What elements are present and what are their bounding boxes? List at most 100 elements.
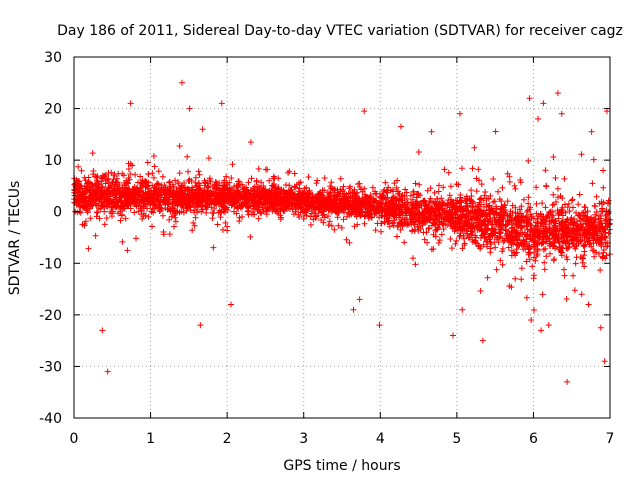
data-point [372,227,379,234]
data-point [81,197,88,204]
data-point [361,185,368,192]
data-point [184,194,191,201]
data-point-outlier [540,100,547,107]
data-point [431,220,438,227]
data-point [184,153,191,160]
data-point [471,144,478,151]
data-point [423,229,430,236]
data-point [105,185,112,192]
data-point-outlier [538,327,545,334]
data-point [346,210,353,217]
data-point [581,263,588,270]
data-point [468,187,475,194]
data-point [523,258,530,265]
data-point [177,185,184,192]
data-point [366,208,373,215]
data-point [151,205,158,212]
data-point [264,194,271,201]
data-point [107,190,114,197]
data-point [229,161,236,168]
data-point [547,240,554,247]
data-point-outlier [99,327,106,334]
data-point [150,152,157,159]
data-point [418,220,425,227]
data-point [232,188,239,195]
data-point [397,226,404,233]
data-point [132,235,139,242]
data-point [373,191,380,198]
data-point [550,191,557,198]
data-point [565,200,572,207]
data-point [155,181,162,188]
data-point [155,189,162,196]
data-point [576,217,583,224]
data-point-outlier [199,126,206,133]
data-point [176,188,183,195]
data-point [185,168,192,175]
data-point-outlier [350,306,357,313]
data-point [529,263,536,270]
data-point [160,198,167,205]
data-point [338,224,345,231]
y-axis-label: SDTVAR / TECUs [7,181,23,296]
data-point [506,233,513,240]
data-point [465,234,472,241]
data-point [285,202,292,209]
data-point [585,217,592,224]
data-point [456,223,463,230]
data-point [321,174,328,181]
data-point [254,186,261,193]
data-point [181,180,188,187]
data-point [413,201,420,208]
data-point [233,210,240,217]
data-point [454,214,461,221]
data-point [491,214,498,221]
data-point [570,235,577,242]
data-point [321,214,328,221]
data-point [327,192,334,199]
data-point-outlier [247,139,254,146]
data-point [387,211,394,218]
data-point [563,217,570,224]
data-point [280,195,287,202]
data-point [424,187,431,194]
data-point [560,239,567,246]
data-point [531,237,538,244]
data-point [600,226,607,233]
data-point [150,174,157,181]
data-point [195,180,202,187]
data-point [223,181,230,188]
data-point [192,214,199,221]
data-point [193,194,200,201]
data-point [237,191,244,198]
data-point [355,204,362,211]
data-point [331,193,338,200]
data-point [189,184,196,191]
data-point [517,229,524,236]
data-point [568,197,575,204]
x-tick-label: 1 [146,431,155,447]
data-point [561,201,568,208]
data-point [551,234,558,241]
data-point [498,207,505,214]
data-point [253,178,260,185]
data-point [524,242,531,249]
data-point [478,201,485,208]
data-point [313,213,320,220]
data-point [554,185,561,192]
data-point [561,272,568,279]
data-point [198,203,205,210]
data-point [540,246,547,253]
data-point [265,206,272,213]
data-point [126,199,133,206]
data-point [518,265,525,272]
data-point [514,240,521,247]
data-point [426,225,433,232]
data-point [473,222,480,229]
data-point [404,216,411,223]
data-point [459,245,466,252]
data-point [506,178,513,185]
data-point [307,221,314,228]
data-point [147,198,154,205]
